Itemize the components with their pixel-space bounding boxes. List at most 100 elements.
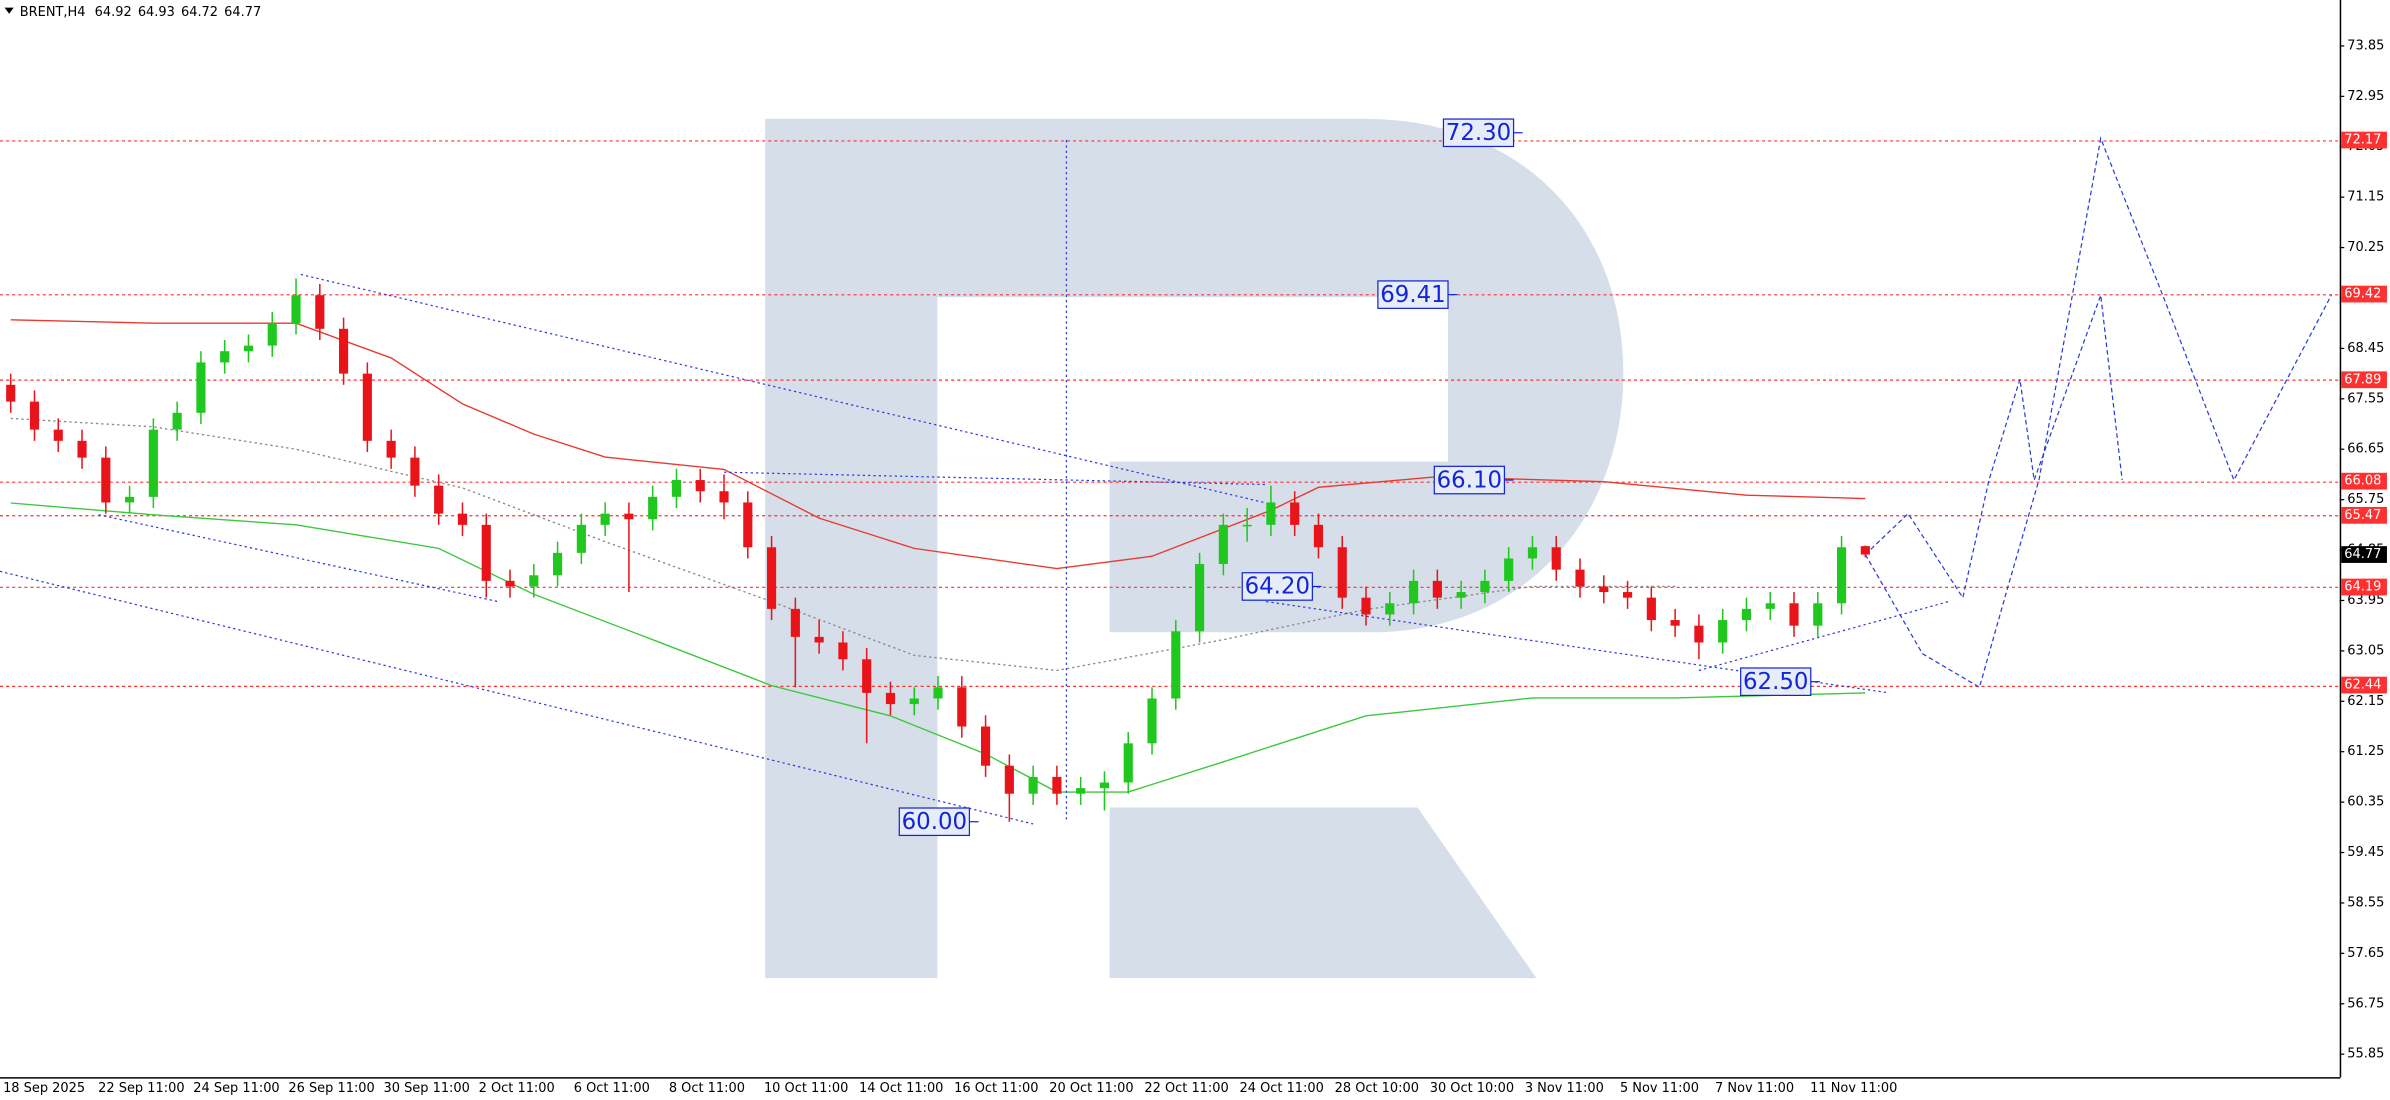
candle-body [1575, 569, 1585, 587]
high-price: 64.93 [138, 5, 175, 20]
annotation-box [1442, 118, 1515, 148]
annotation-label: 69.41 [1380, 282, 1445, 308]
level-label-box [2341, 506, 2387, 524]
candle-body [1599, 586, 1609, 593]
y-tick-label: 70.25 [2347, 240, 2384, 255]
candle-body [315, 295, 325, 329]
level-label: 62.44 [2344, 678, 2381, 693]
forecast-path [1864, 136, 2332, 689]
candle-body [1765, 603, 1775, 609]
candle-body [1290, 502, 1300, 525]
annotation-label: 60.00 [902, 809, 967, 835]
candle-body [1860, 546, 1870, 555]
x-tick-label: 28 Oct 10:00 [1335, 1081, 1419, 1096]
x-tick-label: 22 Sep 11:00 [98, 1081, 184, 1096]
candle-body [1408, 580, 1419, 604]
candle-body [1218, 524, 1228, 565]
x-tick-label: 24 Oct 11:00 [1240, 1081, 1324, 1096]
candle-body [481, 524, 491, 581]
y-tick-label: 62.15 [2347, 694, 2384, 709]
candle-body [600, 513, 610, 525]
y-tick-label: 66.65 [2347, 442, 2384, 457]
level-label-box [2341, 578, 2387, 596]
candle-body [1741, 608, 1752, 621]
candle-body [101, 457, 111, 503]
level-label: 66.08 [2344, 474, 2381, 489]
level-label-box [2341, 131, 2387, 149]
candle-body [172, 412, 182, 430]
y-tick-label: 60.35 [2347, 795, 2384, 810]
candle-body [1242, 524, 1252, 527]
annotation-label: 62.50 [1743, 669, 1808, 695]
candle-body [1836, 547, 1847, 604]
candle-body [790, 608, 800, 637]
x-tick-label: 11 Nov 11:00 [1810, 1081, 1897, 1096]
symbol: BRENT,H4 [20, 5, 86, 20]
candle-body [767, 547, 777, 609]
trend-line [98, 514, 499, 603]
y-tick-label: 57.65 [2347, 946, 2384, 961]
candle-body [1694, 625, 1704, 643]
close-price: 64.77 [224, 5, 261, 20]
candle-body [957, 687, 967, 727]
annotation-label: 66.10 [1437, 467, 1502, 493]
candle-body [6, 384, 16, 402]
candle-body [553, 552, 563, 576]
level-label: 64.19 [2344, 580, 2381, 595]
y-tick-label: 56.75 [2347, 996, 2384, 1011]
y-tick-label: 67.55 [2347, 391, 2384, 406]
x-tick-label: 10 Oct 11:00 [764, 1081, 848, 1096]
moving-average [10, 502, 1866, 793]
candle-body [624, 513, 634, 520]
candle-body [29, 401, 40, 430]
forecast-path [1864, 294, 2123, 600]
y-tick-label: 65.75 [2347, 492, 2384, 507]
candle-body [1527, 547, 1538, 559]
candle-body [1004, 765, 1014, 794]
level-label-box [2341, 371, 2387, 389]
candle-body [53, 429, 63, 441]
candle-body [1789, 603, 1799, 626]
candle-body [1028, 776, 1038, 794]
y-tick-label: 55.85 [2347, 1047, 2384, 1062]
symbol-menu-arrow[interactable] [4, 7, 14, 14]
candle-body [1266, 502, 1276, 525]
x-tick-label: 24 Sep 11:00 [193, 1081, 279, 1096]
candle-body [220, 351, 230, 363]
candle-body [1099, 782, 1110, 789]
candle-body [267, 323, 277, 346]
y-tick-label: 71.15 [2347, 190, 2384, 205]
level-label: 72.17 [2344, 133, 2381, 148]
candle-body [1123, 743, 1133, 783]
candle-body [386, 440, 396, 458]
current-price-label: 64.77 [2344, 547, 2381, 562]
candle-body [909, 698, 919, 705]
candle-body [1622, 592, 1633, 598]
x-tick-label: 22 Oct 11:00 [1144, 1081, 1228, 1096]
candle-body [505, 580, 515, 587]
y-tick-label: 59.45 [2347, 845, 2384, 860]
candle-body [1551, 547, 1561, 570]
level-label: 69.42 [2344, 287, 2381, 302]
watermark-logo [765, 118, 1624, 979]
candle-body [529, 575, 539, 587]
y-tick-label: 73.85 [2347, 38, 2384, 53]
x-tick-label: 30 Sep 11:00 [384, 1081, 470, 1096]
candle-body [1480, 580, 1490, 593]
candle-body [1504, 558, 1514, 581]
candle-body [291, 295, 301, 324]
x-tick-label: 18 Sep 2025 [3, 1081, 85, 1096]
candle-body [743, 502, 753, 548]
candle-body [339, 328, 349, 374]
y-tick-label: 61.25 [2347, 744, 2384, 759]
x-tick-label: 26 Sep 11:00 [288, 1081, 374, 1096]
candle-body [410, 457, 420, 486]
y-tick-label: 68.45 [2347, 341, 2384, 356]
candle-body [933, 687, 943, 699]
level-label-box [2341, 472, 2387, 490]
x-tick-label: 8 Oct 11:00 [669, 1081, 745, 1096]
candle-body [719, 491, 729, 503]
candle-body [434, 485, 444, 514]
chart-header: BRENT,H4 64.92 64.93 64.72 64.77 [20, 5, 261, 20]
